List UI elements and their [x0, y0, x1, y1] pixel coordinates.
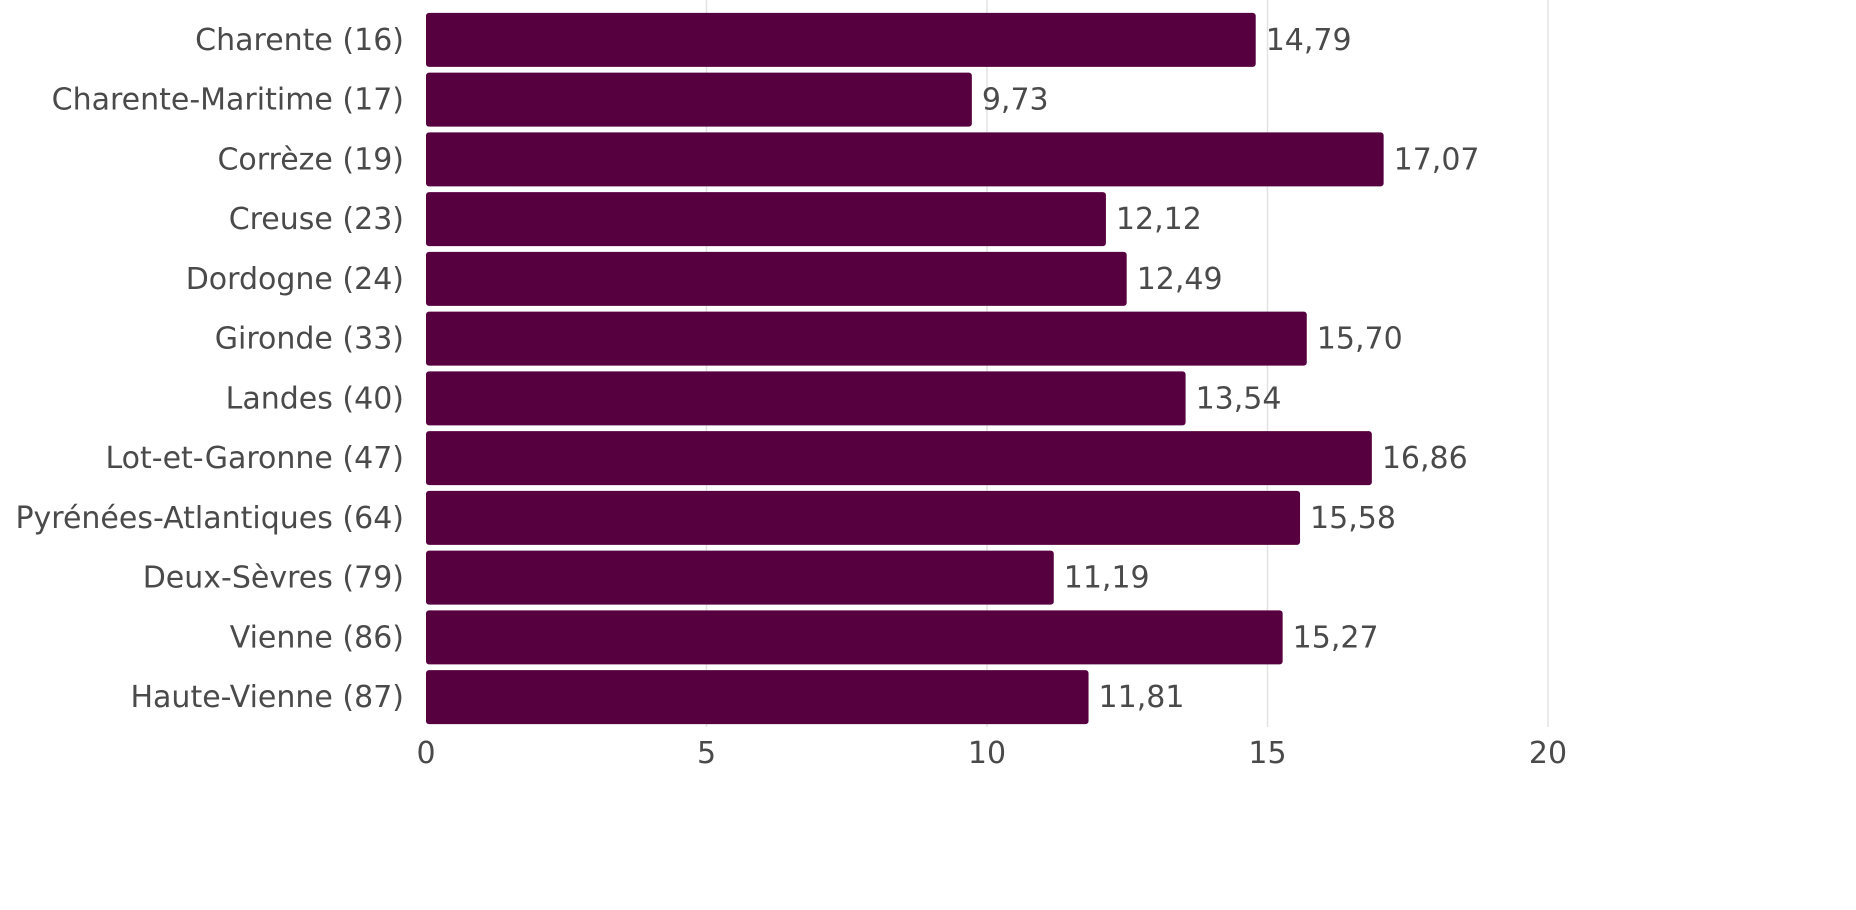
bar [426, 132, 1384, 187]
bar [426, 550, 1054, 605]
value-label: 12,12 [1116, 202, 1202, 237]
category-label: Corrèze (19) [217, 142, 404, 177]
value-label: 11,19 [1064, 561, 1150, 596]
bar [426, 311, 1307, 366]
x-axis: 0 5 10 15 20 [416, 736, 1567, 771]
bar [426, 670, 1089, 725]
bar [426, 610, 1283, 665]
category-label: Gironde (33) [215, 322, 404, 357]
value-label: 11,81 [1099, 680, 1185, 715]
bar [426, 251, 1127, 306]
label-layer: Charente (16) 14,79 Charente-Maritime (17)… [15, 23, 1479, 715]
value-label: 16,86 [1382, 441, 1468, 476]
x-tick-label: 15 [1248, 736, 1286, 771]
bar [426, 72, 972, 127]
category-label: Pyrénées-Atlantiques (64) [15, 501, 404, 536]
category-label: Creuse (23) [229, 202, 404, 237]
bar-layer [426, 12, 1384, 725]
value-label: 17,07 [1394, 142, 1480, 177]
bar [426, 12, 1256, 67]
value-label: 13,54 [1196, 381, 1282, 416]
bar [426, 371, 1186, 426]
bar [426, 490, 1301, 545]
value-label: 12,49 [1137, 262, 1223, 297]
bar [426, 192, 1106, 247]
value-label: 15,70 [1317, 322, 1403, 357]
category-label: Vienne (86) [230, 620, 404, 655]
x-tick-label: 0 [416, 736, 435, 771]
category-label: Landes (40) [226, 381, 404, 416]
value-label: 15,58 [1310, 501, 1396, 536]
category-label: Haute-Vienne (87) [130, 680, 404, 715]
category-label: Deux-Sèvres (79) [143, 561, 404, 596]
x-tick-label: 10 [968, 736, 1006, 771]
category-label: Dordogne (24) [186, 262, 404, 297]
x-tick-label: 20 [1529, 736, 1567, 771]
x-tick-label: 5 [697, 736, 716, 771]
value-label: 14,79 [1266, 23, 1352, 58]
bar [426, 431, 1372, 486]
category-label: Charente-Maritime (17) [52, 83, 404, 118]
value-label: 9,73 [982, 83, 1049, 118]
category-label: Lot-et-Garonne (47) [105, 441, 404, 476]
category-label: Charente (16) [195, 23, 404, 58]
value-label: 15,27 [1293, 620, 1379, 655]
